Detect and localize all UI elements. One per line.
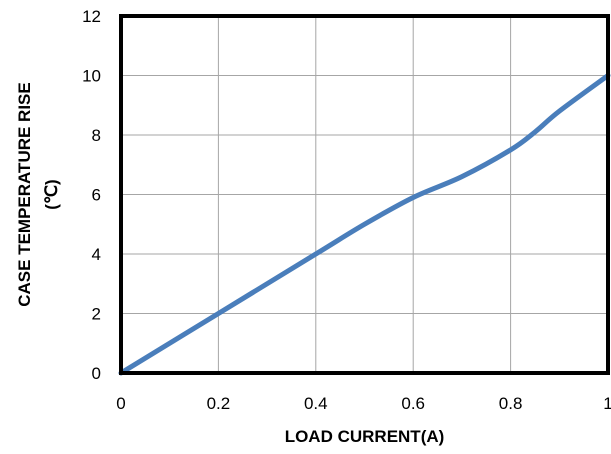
- x-tick-label: 0.4: [304, 394, 328, 413]
- x-tick-label: 0.8: [499, 394, 523, 413]
- y-tick-label: 8: [92, 126, 101, 145]
- x-tick-label: 0.6: [401, 394, 425, 413]
- plot-frame: [119, 14, 610, 375]
- y-tick-label: 10: [82, 67, 101, 86]
- y-tick-label: 4: [92, 245, 101, 264]
- x-tick-label: 1: [603, 394, 611, 413]
- x-tick-label: 0.2: [207, 394, 231, 413]
- y-tick-label: 6: [92, 186, 101, 205]
- grid: [120, 15, 609, 374]
- y-tick-label: 2: [92, 305, 101, 324]
- y-tick-label: 12: [82, 7, 101, 26]
- y-axis-title-line2: (℃): [42, 179, 61, 209]
- x-tick-labels: 0 0.2 0.4 0.6 0.8 1: [116, 394, 611, 413]
- x-tick-label: 0: [116, 394, 125, 413]
- y-axis-title-line1: CASE TEMPERATURE RISE: [15, 82, 34, 307]
- x-axis-title: LOAD CURRENT(A): [285, 427, 445, 446]
- series-line: [118, 73, 611, 376]
- y-axis-title: CASE TEMPERATURE RISE (℃): [15, 82, 61, 307]
- y-tick-label: 0: [92, 364, 101, 383]
- y-tick-labels: 0 2 4 6 8 10 12: [82, 7, 101, 383]
- series-layer: [118, 73, 611, 376]
